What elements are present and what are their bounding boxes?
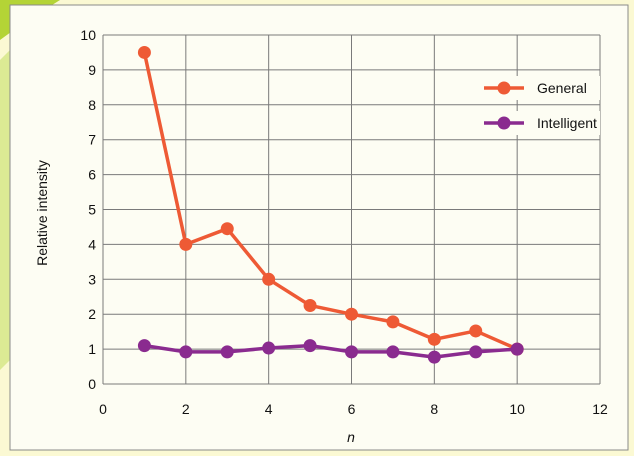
y-tick-label: 5 <box>88 202 96 218</box>
x-tick-label: 0 <box>99 401 107 417</box>
y-tick-label: 3 <box>88 271 96 287</box>
data-point-intelligent <box>345 345 358 359</box>
x-tick-label: 8 <box>430 401 438 417</box>
data-point-general <box>137 45 151 59</box>
data-point-general <box>469 324 483 338</box>
legend-label: General <box>537 80 587 96</box>
legend-swatch-marker <box>497 81 511 95</box>
data-point-general <box>220 222 234 236</box>
data-point-intelligent <box>179 345 193 359</box>
data-point-general <box>179 237 193 251</box>
series-line-intelligent <box>144 343 518 359</box>
y-axis-title: Relative intensity <box>34 160 50 266</box>
data-point-intelligent <box>220 345 234 359</box>
x-tick-label: 12 <box>592 401 608 417</box>
x-tick-label: 4 <box>265 401 273 417</box>
series-line-general <box>142 52 518 351</box>
y-tick-label: 7 <box>88 132 96 148</box>
decorative-stripe-lower <box>0 50 10 370</box>
data-point-general <box>386 315 400 329</box>
y-tick-label: 2 <box>88 306 96 322</box>
x-tick-label: 10 <box>509 401 525 417</box>
x-tick-label: 6 <box>348 401 356 417</box>
data-point-intelligent <box>469 345 483 359</box>
y-tick-label: 9 <box>88 62 96 78</box>
legend: General Intelligent <box>478 76 600 135</box>
legend-label: Intelligent <box>537 115 597 131</box>
data-point-intelligent <box>510 342 524 356</box>
data-point-general <box>303 298 317 312</box>
data-point-general <box>262 272 276 286</box>
data-point-intelligent <box>262 341 276 355</box>
y-tick-label: 8 <box>88 97 96 113</box>
data-point-intelligent <box>427 350 441 364</box>
series-layer <box>137 45 524 364</box>
legend-swatch-marker <box>497 116 511 130</box>
data-point-general <box>427 332 441 346</box>
y-tick-label: 10 <box>80 27 96 43</box>
data-point-general <box>345 307 358 321</box>
x-tick-label: 2 <box>182 401 190 417</box>
y-tick-label: 4 <box>88 236 96 252</box>
y-tick-label: 1 <box>88 341 96 357</box>
data-point-intelligent <box>137 339 151 353</box>
data-point-intelligent <box>386 345 400 359</box>
y-tick-label: 6 <box>88 167 96 183</box>
x-axis-title: n <box>347 429 355 445</box>
y-tick-label: 0 <box>88 376 96 392</box>
data-point-intelligent <box>303 339 317 353</box>
